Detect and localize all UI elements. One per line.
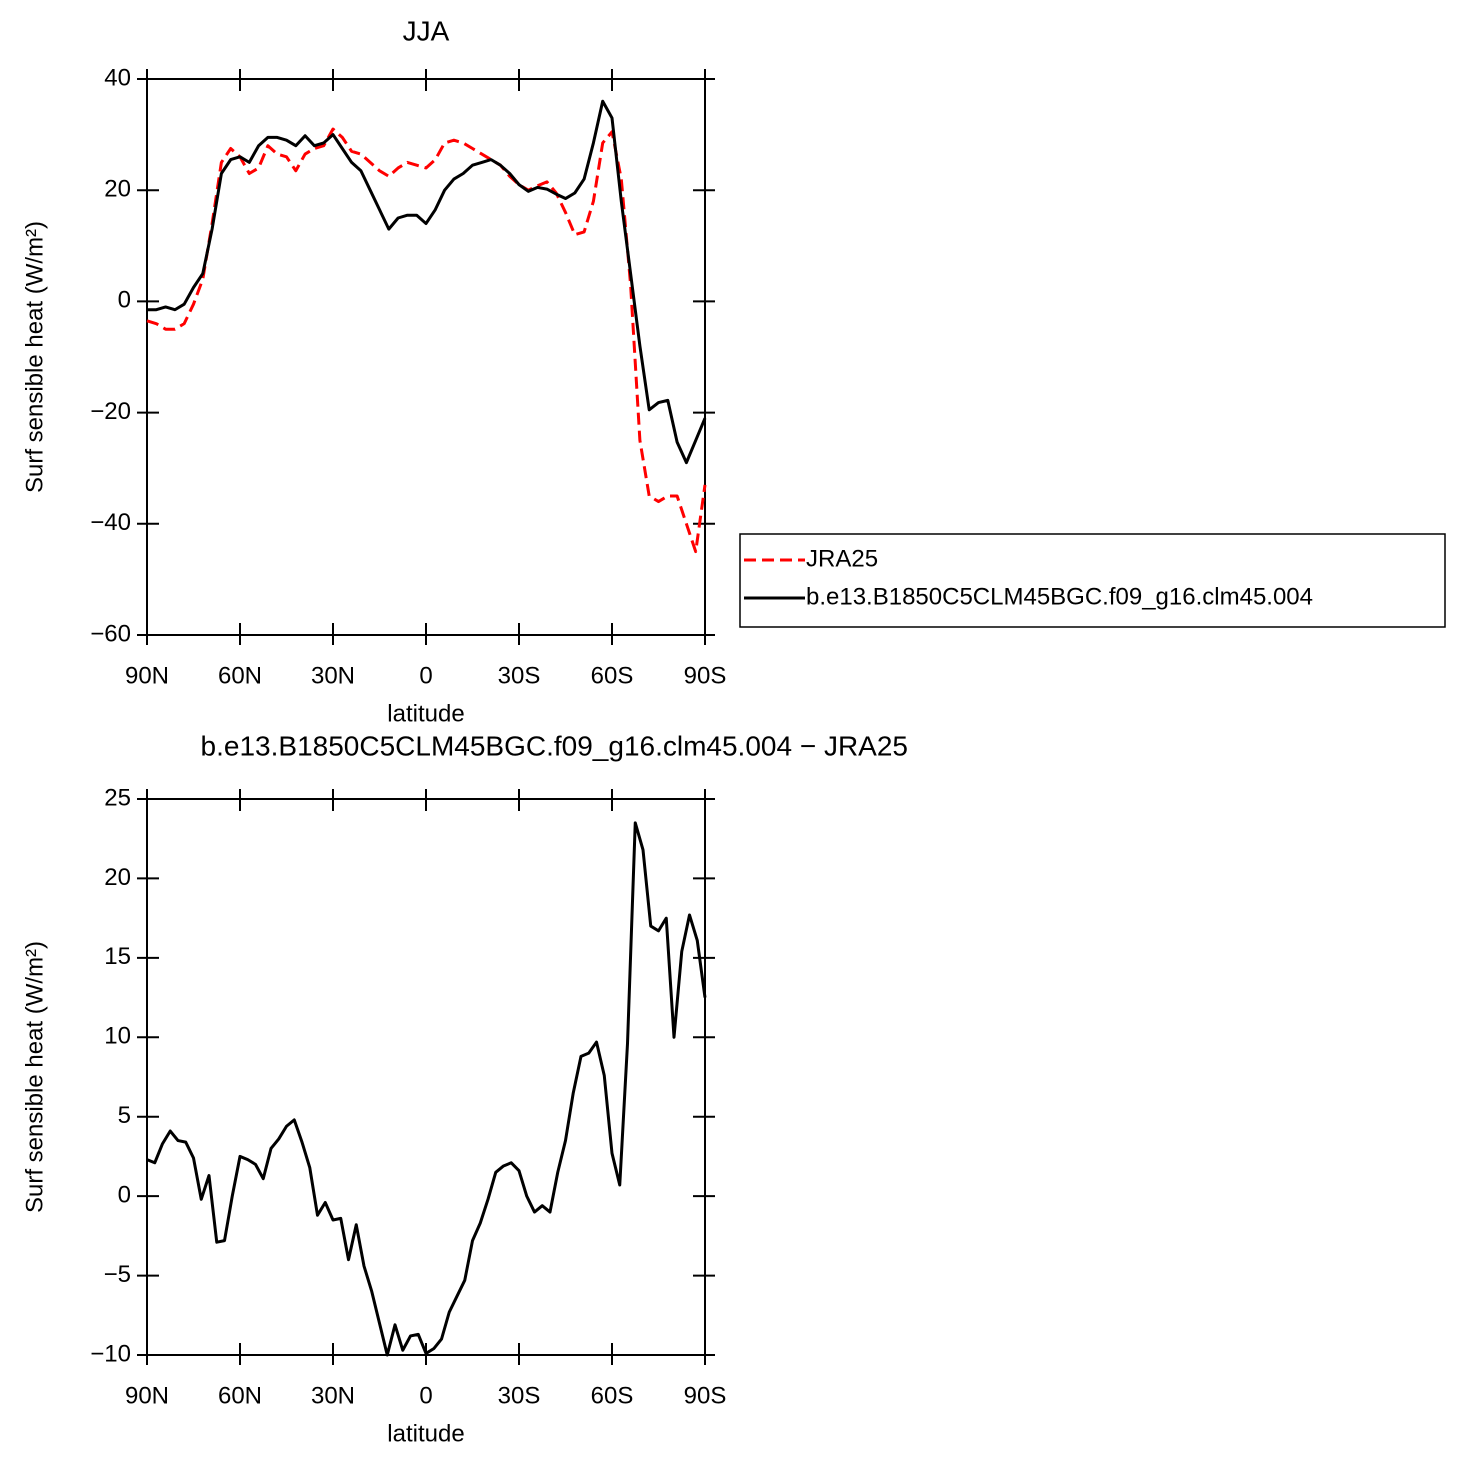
- x-tick-label: 0: [419, 662, 432, 689]
- y-tick-label: 20: [104, 176, 131, 203]
- y-tick-label: −20: [90, 398, 131, 425]
- x-tick-label: 60S: [591, 1382, 634, 1409]
- series-line: [146, 821, 707, 1357]
- x-axis-label: latitude: [387, 700, 464, 727]
- x-tick-label: 60N: [218, 662, 262, 689]
- x-tick-label: 90S: [684, 662, 727, 689]
- legend-label: JRA25: [806, 545, 878, 572]
- plot-frame: [146, 78, 706, 636]
- y-tick-label: −10: [90, 1340, 131, 1367]
- y-tick-label: 25: [104, 784, 131, 811]
- x-tick-label: 90N: [125, 662, 169, 689]
- x-tick-label: 30N: [311, 1382, 355, 1409]
- x-tick-label: 60S: [591, 662, 634, 689]
- y-tick-label: 40: [104, 64, 131, 91]
- chart-title: b.e13.B1850C5CLM45BGC.f09_g16.clm45.004 …: [201, 730, 908, 761]
- x-tick-label: 90S: [684, 1382, 727, 1409]
- y-tick-label: −5: [104, 1261, 131, 1288]
- y-tick-label: 15: [104, 943, 131, 970]
- y-tick-label: −60: [90, 620, 131, 647]
- y-tick-label: 20: [104, 864, 131, 891]
- x-tick-label: 60N: [218, 1382, 262, 1409]
- y-tick-label: 0: [118, 287, 131, 314]
- series-line: [147, 99, 707, 465]
- legend-label: b.e13.B1850C5CLM45BGC.f09_g16.clm45.004: [806, 583, 1313, 610]
- x-axis-label: latitude: [387, 1420, 464, 1447]
- y-tick-label: 0: [118, 1181, 131, 1208]
- plot-frame: [146, 798, 706, 1356]
- legend-box: [739, 533, 1446, 628]
- x-tick-label: 30S: [498, 1382, 541, 1409]
- chart-title: JJA: [403, 15, 450, 46]
- y-axis-label: Surf sensible heat (W/m²): [21, 221, 48, 493]
- y-axis-label: Surf sensible heat (W/m²): [21, 941, 48, 1213]
- x-tick-label: 0: [419, 1382, 432, 1409]
- y-tick-label: 5: [118, 1102, 131, 1129]
- x-tick-label: 30N: [311, 662, 355, 689]
- y-tick-label: −40: [90, 509, 131, 536]
- x-tick-label: 90N: [125, 1382, 169, 1409]
- x-tick-label: 30S: [498, 662, 541, 689]
- y-tick-label: 10: [104, 1023, 131, 1050]
